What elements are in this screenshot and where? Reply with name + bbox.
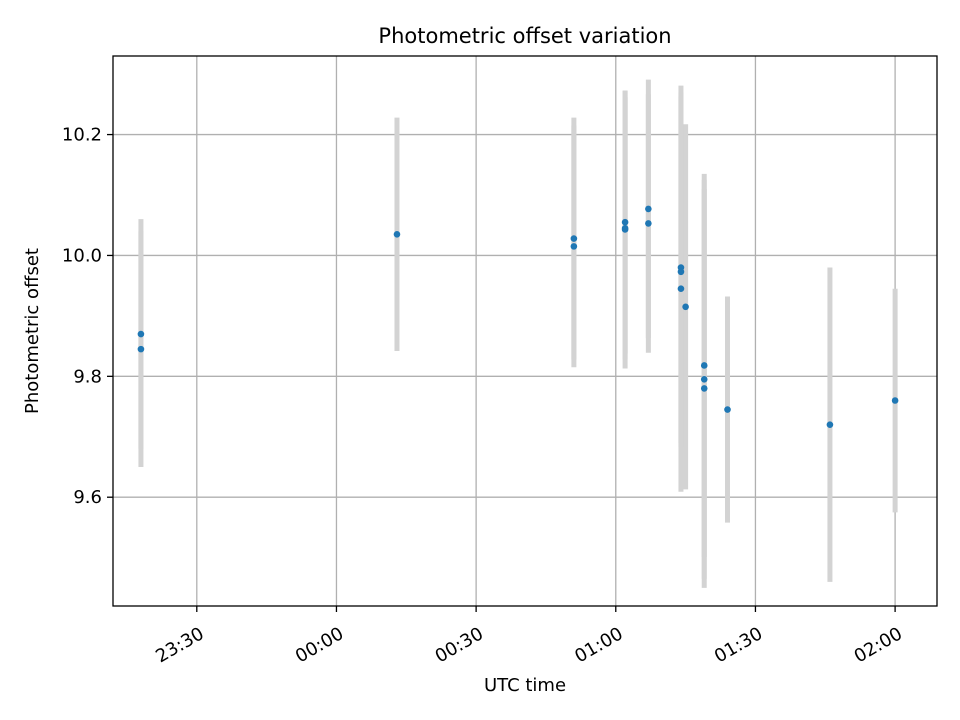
data-point bbox=[700, 362, 708, 369]
plot-frame bbox=[112, 55, 938, 607]
data-point bbox=[137, 345, 145, 353]
chart-title: Photometric offset variation bbox=[378, 24, 671, 48]
data-point bbox=[891, 397, 899, 404]
data-point bbox=[677, 285, 685, 292]
data-point bbox=[826, 421, 834, 428]
data-point bbox=[682, 303, 689, 311]
data-point bbox=[700, 376, 708, 383]
x-axis-label: UTC time bbox=[484, 675, 566, 696]
y-tick-label: 9.8 bbox=[73, 366, 102, 387]
y-tick-label: 10.0 bbox=[62, 245, 102, 266]
y-axis-label: Photometric offset bbox=[22, 248, 43, 414]
point-layer bbox=[137, 205, 899, 428]
data-point bbox=[645, 205, 652, 213]
data-point bbox=[700, 385, 708, 392]
data-point bbox=[570, 243, 578, 250]
y-tick-label: 9.6 bbox=[73, 487, 102, 508]
data-point bbox=[724, 406, 731, 413]
data-point bbox=[645, 220, 652, 227]
data-point bbox=[677, 268, 685, 276]
data-point bbox=[621, 218, 629, 226]
y-tick-label: 10.2 bbox=[62, 125, 102, 146]
data-point bbox=[621, 224, 629, 232]
data-point bbox=[393, 230, 401, 238]
data-point bbox=[570, 235, 578, 242]
data-point bbox=[137, 330, 145, 338]
